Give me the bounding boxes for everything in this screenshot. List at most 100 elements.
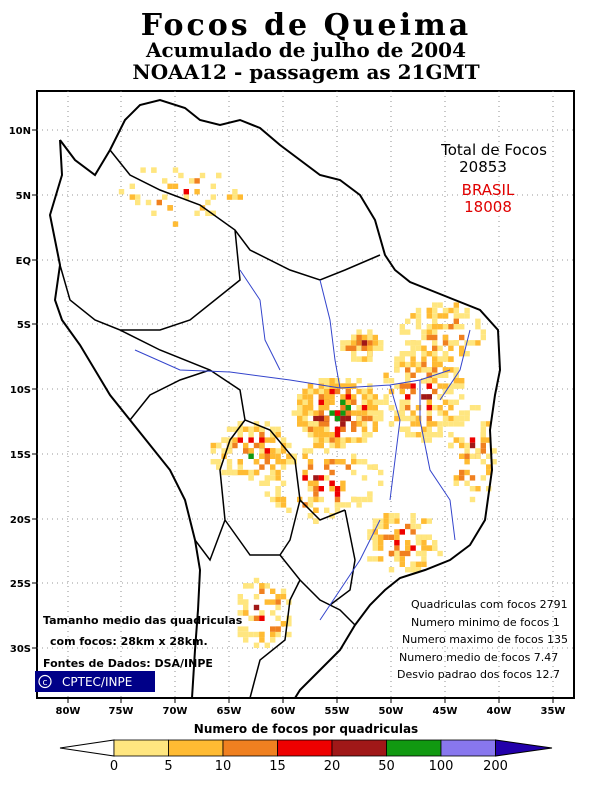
fire-cell xyxy=(318,426,324,432)
fire-cell xyxy=(437,372,443,378)
fire-cell xyxy=(367,394,373,400)
fire-cell xyxy=(356,388,362,395)
fire-cell xyxy=(351,469,357,476)
fire-cell xyxy=(291,453,297,459)
fire-cell xyxy=(232,194,238,200)
fire-cell xyxy=(453,367,459,373)
fire-cell xyxy=(361,415,368,422)
fire-cell xyxy=(270,437,276,443)
fire-cell xyxy=(129,183,135,189)
fire-cell xyxy=(270,496,276,503)
fire-cell xyxy=(232,442,238,449)
fire-cell xyxy=(480,448,486,454)
fire-cell xyxy=(399,426,405,432)
fire-cell xyxy=(432,340,438,346)
fire-cell xyxy=(459,437,465,443)
fire-cell xyxy=(442,356,449,362)
fire-cell xyxy=(216,172,222,179)
fire-cell xyxy=(486,437,492,443)
fire-cell xyxy=(405,567,411,573)
fire-cell xyxy=(140,167,146,173)
fire-cell xyxy=(464,453,470,459)
fire-cell xyxy=(194,178,200,184)
fire-cell xyxy=(334,496,341,503)
fire-cell xyxy=(405,545,411,551)
fire-cell xyxy=(361,437,368,443)
fire-cell xyxy=(410,383,416,389)
fire-cell xyxy=(302,426,308,432)
fire-cell xyxy=(167,183,173,189)
fire-cell xyxy=(286,459,292,465)
fire-cell xyxy=(426,432,432,438)
fire-cell xyxy=(394,513,400,519)
fire-cell xyxy=(162,194,168,200)
fire-cell xyxy=(253,604,260,611)
fire-cell xyxy=(280,502,287,508)
fire-cell xyxy=(318,410,324,416)
fire-cell xyxy=(351,496,357,503)
fire-cell xyxy=(410,518,416,524)
fire-cell xyxy=(280,588,287,594)
fire-cell xyxy=(307,513,314,519)
fire-cell xyxy=(432,356,438,362)
fire-cell xyxy=(378,469,384,476)
fire-cell xyxy=(270,453,276,459)
rivers xyxy=(134,269,471,621)
fire-cell xyxy=(367,496,373,503)
fire-cell xyxy=(388,405,395,411)
legend-swatch xyxy=(386,739,442,757)
fire-cell xyxy=(372,540,378,546)
fire-cell xyxy=(475,486,481,492)
fire-cell xyxy=(270,426,276,432)
fire-cell xyxy=(405,399,411,405)
fire-cell xyxy=(313,491,319,497)
fire-cell xyxy=(259,588,265,594)
fire-cell xyxy=(313,432,319,438)
fire-cell xyxy=(426,405,432,411)
fire-cell xyxy=(243,599,249,605)
fire-cell xyxy=(345,388,351,395)
fire-cell xyxy=(259,442,265,449)
fire-cell xyxy=(253,442,260,449)
fire-cell xyxy=(421,534,427,540)
fire-cell xyxy=(340,394,346,400)
fire-cell xyxy=(459,324,465,330)
fire-cell xyxy=(426,334,432,341)
fire-cell xyxy=(372,340,378,346)
fire-cell xyxy=(459,469,465,476)
fire-cell xyxy=(351,437,357,443)
fire-cell xyxy=(145,199,152,206)
fire-cell xyxy=(361,432,368,438)
fire-cell xyxy=(367,432,373,438)
fire-cell xyxy=(356,421,362,427)
fire-cell xyxy=(480,334,486,341)
fire-cell xyxy=(297,421,303,427)
fire-cell xyxy=(410,545,416,551)
legend-swatch xyxy=(331,739,387,757)
fire-cell xyxy=(237,426,243,432)
fire-cell xyxy=(259,453,265,459)
fire-cell xyxy=(248,448,254,454)
fire-cell xyxy=(361,334,368,341)
fire-cell xyxy=(264,448,270,454)
note-data-source: Fontes de Dados: DSA/INPE xyxy=(43,657,213,670)
fire-cell xyxy=(232,437,238,443)
fire-cell xyxy=(307,480,314,486)
fire-cell xyxy=(253,615,260,621)
fire-cell xyxy=(426,534,432,540)
fire-cell xyxy=(318,442,324,449)
fire-cell xyxy=(275,469,281,476)
fire-cell xyxy=(226,448,233,454)
fire-cell xyxy=(367,351,373,357)
fire-cell xyxy=(307,383,314,389)
fire-cell xyxy=(275,491,281,497)
fire-cell xyxy=(264,453,270,459)
fire-cell xyxy=(442,410,449,416)
fire-cell xyxy=(378,340,384,346)
fire-cell xyxy=(264,480,270,486)
fire-cell xyxy=(378,345,384,351)
legend-tick: 15 xyxy=(269,759,286,774)
fire-cell xyxy=(388,421,395,427)
fire-cell xyxy=(372,421,378,427)
fire-cell xyxy=(237,459,243,465)
